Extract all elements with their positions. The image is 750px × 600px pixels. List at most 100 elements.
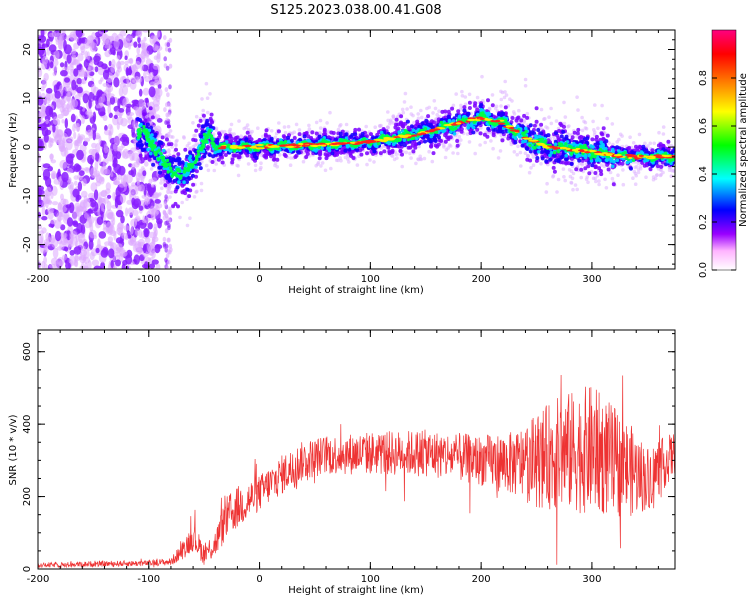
- ridge-point: [579, 167, 584, 172]
- ridge-point: [322, 127, 327, 132]
- noise-blob: [132, 30, 136, 36]
- noise-blob: [166, 92, 170, 98]
- ridge-point: [573, 183, 578, 187]
- noise-blob: [106, 96, 110, 106]
- ridge-point: [202, 154, 207, 159]
- ridge-point: [223, 153, 228, 157]
- ridge-point: [563, 115, 568, 119]
- ridge-point: [230, 157, 235, 162]
- noise-blob: [74, 180, 78, 186]
- ridge-point: [611, 182, 616, 187]
- ridge-point: [489, 139, 493, 143]
- noise-blob: [133, 198, 142, 208]
- ridge-point: [409, 105, 413, 109]
- noise-blob: [165, 216, 170, 222]
- noise-blob: [65, 103, 71, 110]
- ridge-point: [185, 197, 189, 201]
- noise-blob: [67, 136, 74, 143]
- ridge-point: [530, 130, 535, 135]
- ridge-point: [463, 95, 468, 99]
- ridge-point: [283, 154, 288, 158]
- ridge-point: [592, 130, 597, 134]
- ridge-point: [334, 158, 339, 163]
- ridge-point: [545, 181, 549, 186]
- noise-blob: [76, 64, 82, 71]
- noise-blob: [59, 84, 64, 95]
- noise-blob: [152, 63, 160, 70]
- noise-blob: [61, 132, 68, 144]
- noise-blob: [116, 33, 123, 40]
- ridge-point: [580, 162, 584, 167]
- ridge-point: [143, 156, 148, 161]
- noise-blob: [90, 40, 95, 49]
- ridge-point: [544, 125, 548, 129]
- noise-blob: [110, 260, 114, 269]
- ridge-point: [577, 161, 582, 166]
- noise-blob: [162, 236, 167, 242]
- noise-blob: [164, 194, 168, 200]
- ridge-point: [170, 145, 174, 149]
- ridge-point: [216, 157, 221, 162]
- noise-blob: [49, 263, 56, 269]
- ridge-point: [597, 182, 601, 187]
- noise-blob: [41, 55, 49, 65]
- ridge-point: [416, 112, 421, 116]
- ridge-point: [655, 173, 659, 177]
- ridge-point: [135, 117, 140, 121]
- ridge-point: [602, 164, 606, 168]
- ridge-point: [443, 109, 448, 114]
- noise-blob: [91, 83, 96, 94]
- noise-blob: [45, 87, 53, 94]
- ridge-point: [451, 103, 456, 108]
- ridge-point: [227, 129, 232, 133]
- ridge-point: [615, 140, 619, 144]
- ridge-point: [583, 166, 588, 171]
- noise-blob: [75, 164, 82, 172]
- ridge-point: [666, 146, 671, 151]
- noise-blob: [93, 55, 101, 62]
- noise-blob: [167, 209, 171, 215]
- noise-blob: [98, 191, 102, 203]
- ridge-point: [529, 166, 533, 170]
- noise-blob: [167, 225, 171, 231]
- ridge-point: [631, 176, 635, 180]
- ridge-point: [259, 161, 263, 165]
- ridge-point: [208, 116, 213, 121]
- noise-blob: [124, 55, 128, 61]
- ridge-point: [176, 158, 181, 163]
- ridge-point: [493, 106, 498, 111]
- ridge-point: [417, 144, 421, 149]
- spectrogram-marks: [38, 30, 675, 269]
- noise-blob: [38, 35, 47, 43]
- noise-blob: [75, 196, 80, 202]
- noise-blob: [123, 225, 130, 231]
- noise-blob: [132, 120, 136, 129]
- ridge-point: [205, 96, 210, 100]
- ridge-point: [323, 168, 328, 173]
- ridge-point: [206, 168, 211, 173]
- noise-blob: [107, 86, 111, 97]
- ridge-point: [292, 136, 297, 140]
- noise-blob: [146, 194, 151, 205]
- noise-blob: [112, 216, 116, 226]
- ridge-point: [661, 132, 666, 136]
- noise-blob: [142, 87, 150, 96]
- ridge-point: [232, 132, 236, 136]
- noise-blob: [66, 65, 74, 71]
- ridge-point: [198, 166, 203, 171]
- ridge-point: [451, 151, 455, 155]
- noise-blob: [66, 217, 74, 227]
- ridge-point: [324, 156, 329, 161]
- noise-blob: [57, 168, 61, 177]
- ridge-point: [139, 107, 144, 111]
- noise-blob: [83, 265, 89, 269]
- noise-blob: [126, 173, 133, 184]
- noise-blob: [142, 244, 147, 254]
- noise-blob: [59, 159, 68, 169]
- ridge-point: [146, 109, 150, 113]
- chart-title: S125.2023.038.00.41.G08: [270, 3, 441, 18]
- ridge-point: [594, 137, 599, 142]
- ridge-point: [319, 164, 323, 168]
- noise-blob: [94, 134, 101, 140]
- ridge-point: [455, 139, 460, 143]
